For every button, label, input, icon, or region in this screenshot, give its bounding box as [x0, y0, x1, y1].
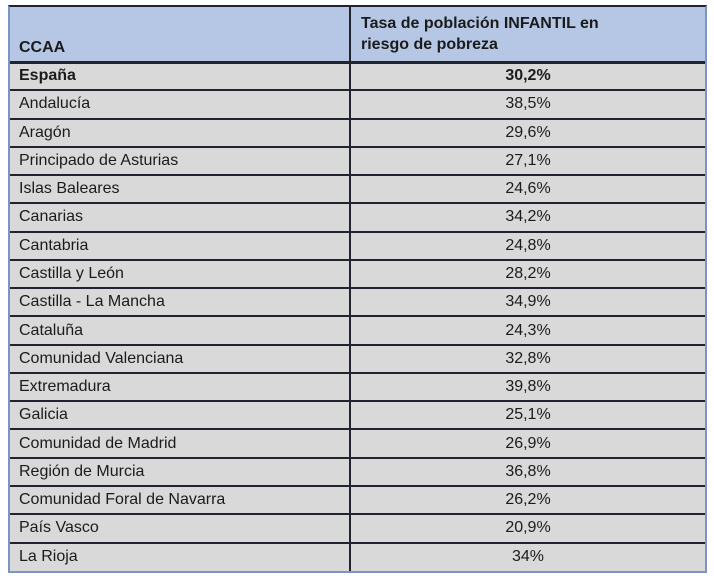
header-rate-line2: riesgo de pobreza	[361, 35, 498, 53]
value-cell: 24,6%	[350, 175, 705, 205]
table-row: Cataluña 24,3%	[10, 316, 705, 346]
region-cell: Andalucía	[10, 90, 351, 120]
value-cell: 39,8%	[350, 372, 705, 403]
table-row: Comunidad Valenciana 32,8%	[10, 344, 705, 374]
value-cell: 34,2%	[350, 203, 705, 233]
value-cell: 32,8%	[350, 344, 705, 374]
region-cell: España	[10, 62, 351, 92]
region-cell: Galicia	[10, 401, 351, 431]
value-cell: 34,9%	[350, 288, 705, 318]
table-row: La Rioja 34%	[10, 542, 705, 571]
table-row: País Vasco 20,9%	[10, 514, 705, 544]
region-cell: Principado de Asturias	[10, 146, 351, 177]
region-cell: Cataluña	[10, 316, 351, 346]
region-cell: Castilla y León	[10, 259, 351, 290]
header-row: CCAA Tasa de población INFANTIL en riesg…	[10, 7, 705, 64]
table-row: Canarias 34,2%	[10, 203, 705, 233]
table-row: Castilla - La Mancha 34,9%	[10, 288, 705, 318]
header-rate-line1: Tasa de población INFANTIL en	[361, 14, 599, 32]
region-cell: Islas Baleares	[10, 175, 351, 205]
table-row: Cantabria 24,8%	[10, 231, 705, 261]
table-row: Extremadura 39,8%	[10, 372, 705, 403]
header-ccaa-label: CCAA	[19, 38, 66, 56]
region-cell: Canarias	[10, 203, 351, 233]
header-rate: Tasa de población INFANTIL en riesgo de …	[350, 7, 705, 64]
value-cell: 30,2%	[350, 62, 705, 92]
table-row: Aragón 29,6%	[10, 118, 705, 148]
value-cell: 24,3%	[350, 316, 705, 346]
table-row: Comunidad de Madrid 26,9%	[10, 429, 705, 459]
value-cell: 38,5%	[350, 90, 705, 120]
value-cell: 24,8%	[350, 231, 705, 261]
value-cell: 34%	[350, 542, 705, 571]
table-row: Galicia 25,1%	[10, 401, 705, 431]
value-cell: 25,1%	[350, 401, 705, 431]
header-ccaa: CCAA	[10, 7, 351, 64]
region-cell: Comunidad Foral de Navarra	[10, 485, 351, 516]
value-cell: 26,9%	[350, 429, 705, 459]
table-row: Región de Murcia 36,8%	[10, 457, 705, 487]
value-cell: 27,1%	[350, 146, 705, 177]
value-cell: 26,2%	[350, 485, 705, 516]
table-row: Principado de Asturias 27,1%	[10, 146, 705, 177]
poverty-table-frame: CCAA Tasa de población INFANTIL en riesg…	[8, 5, 707, 573]
value-cell: 36,8%	[350, 457, 705, 487]
value-cell: 29,6%	[350, 118, 705, 148]
region-cell: Comunidad Valenciana	[10, 344, 351, 374]
region-cell: Aragón	[10, 118, 351, 148]
region-cell: Castilla - La Mancha	[10, 288, 351, 318]
region-cell: Cantabria	[10, 231, 351, 261]
table-body: España 30,2% Andalucía 38,5% Aragón 29,6…	[10, 62, 705, 571]
table-row: Islas Baleares 24,6%	[10, 175, 705, 205]
region-cell: Extremadura	[10, 372, 351, 403]
table-row: España 30,2%	[10, 62, 705, 92]
value-cell: 28,2%	[350, 259, 705, 290]
region-cell: La Rioja	[10, 542, 351, 571]
table-row: Castilla y León 28,2%	[10, 259, 705, 290]
table-row: Comunidad Foral de Navarra 26,2%	[10, 485, 705, 516]
poverty-table: CCAA Tasa de población INFANTIL en riesg…	[10, 7, 705, 571]
table-row: Andalucía 38,5%	[10, 90, 705, 120]
region-cell: Región de Murcia	[10, 457, 351, 487]
region-cell: Comunidad de Madrid	[10, 429, 351, 459]
region-cell: País Vasco	[10, 514, 351, 544]
value-cell: 20,9%	[350, 514, 705, 544]
